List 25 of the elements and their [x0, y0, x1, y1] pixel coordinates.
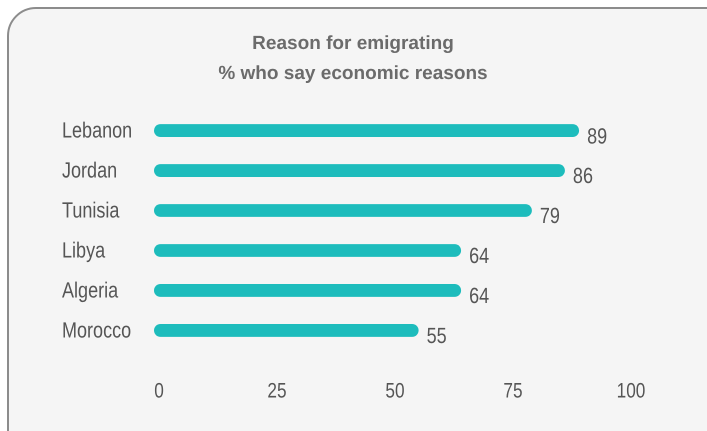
- bar: [154, 124, 580, 137]
- data-label: 64: [469, 284, 490, 309]
- x-tick-label: 0: [154, 380, 164, 403]
- bar: [154, 324, 419, 337]
- chart-title: Reason for emigrating: [252, 33, 454, 54]
- bar: [154, 204, 532, 217]
- y-tick-label: Algeria: [62, 278, 119, 303]
- x-tick-label: 100: [616, 380, 646, 403]
- bar: [154, 244, 462, 257]
- bar: [154, 284, 462, 297]
- x-tick-label: 50: [385, 380, 405, 403]
- y-tick-label: Libya: [62, 238, 106, 263]
- x-tick-label: 75: [503, 380, 523, 403]
- y-tick-label: Lebanon: [62, 119, 132, 144]
- data-label: 64: [469, 244, 490, 269]
- data-label: 89: [587, 124, 608, 149]
- data-label: 79: [540, 204, 560, 229]
- bar: [154, 164, 565, 177]
- data-label: 55: [426, 324, 447, 349]
- y-tick-label: Jordan: [62, 158, 118, 184]
- data-label: 86: [572, 164, 593, 189]
- chart-subtitle: % who say economic reasons: [218, 63, 488, 84]
- y-tick-label: Tunisia: [62, 198, 120, 224]
- x-tick-label: 25: [267, 380, 287, 403]
- y-tick-label: Morocco: [62, 318, 132, 343]
